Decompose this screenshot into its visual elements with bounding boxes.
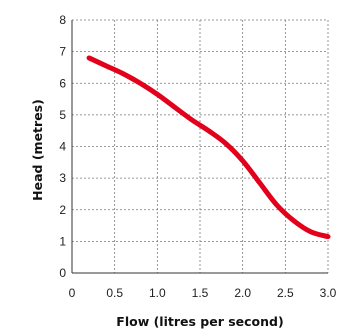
y-axis-title: Head (metres)	[30, 99, 45, 201]
y-tick-label: 3	[59, 171, 66, 185]
series-line	[86, 55, 331, 240]
y-tick-label: 6	[59, 76, 66, 90]
x-tick-label: 0	[69, 286, 76, 300]
y-tick-label: 7	[59, 45, 66, 59]
x-tick-label: 1.5	[192, 286, 209, 300]
series	[86, 55, 331, 240]
y-tick-label: 0	[59, 266, 66, 280]
x-tick-labels: 0 0.5 1.0 1.5 2.0 2.5 3.0	[69, 286, 337, 300]
grid	[72, 19, 329, 273]
x-tick-label: 2.0	[234, 286, 251, 300]
axes	[71, 20, 328, 274]
y-tick-label: 2	[59, 203, 66, 217]
x-tick-label: 0.5	[106, 286, 123, 300]
x-tick-label: 1.0	[149, 286, 166, 300]
y-tick-label: 5	[59, 108, 66, 122]
y-tick-label: 1	[59, 234, 66, 248]
x-axis-title: Flow (litres per second)	[116, 314, 283, 329]
y-tick-labels: 0 1 2 3 4 5 6 7 8	[59, 13, 66, 280]
y-tick-label: 4	[59, 140, 66, 154]
x-tick-label: 2.5	[277, 286, 294, 300]
x-tick-label: 3.0	[320, 286, 337, 300]
y-tick-label: 8	[59, 13, 66, 27]
